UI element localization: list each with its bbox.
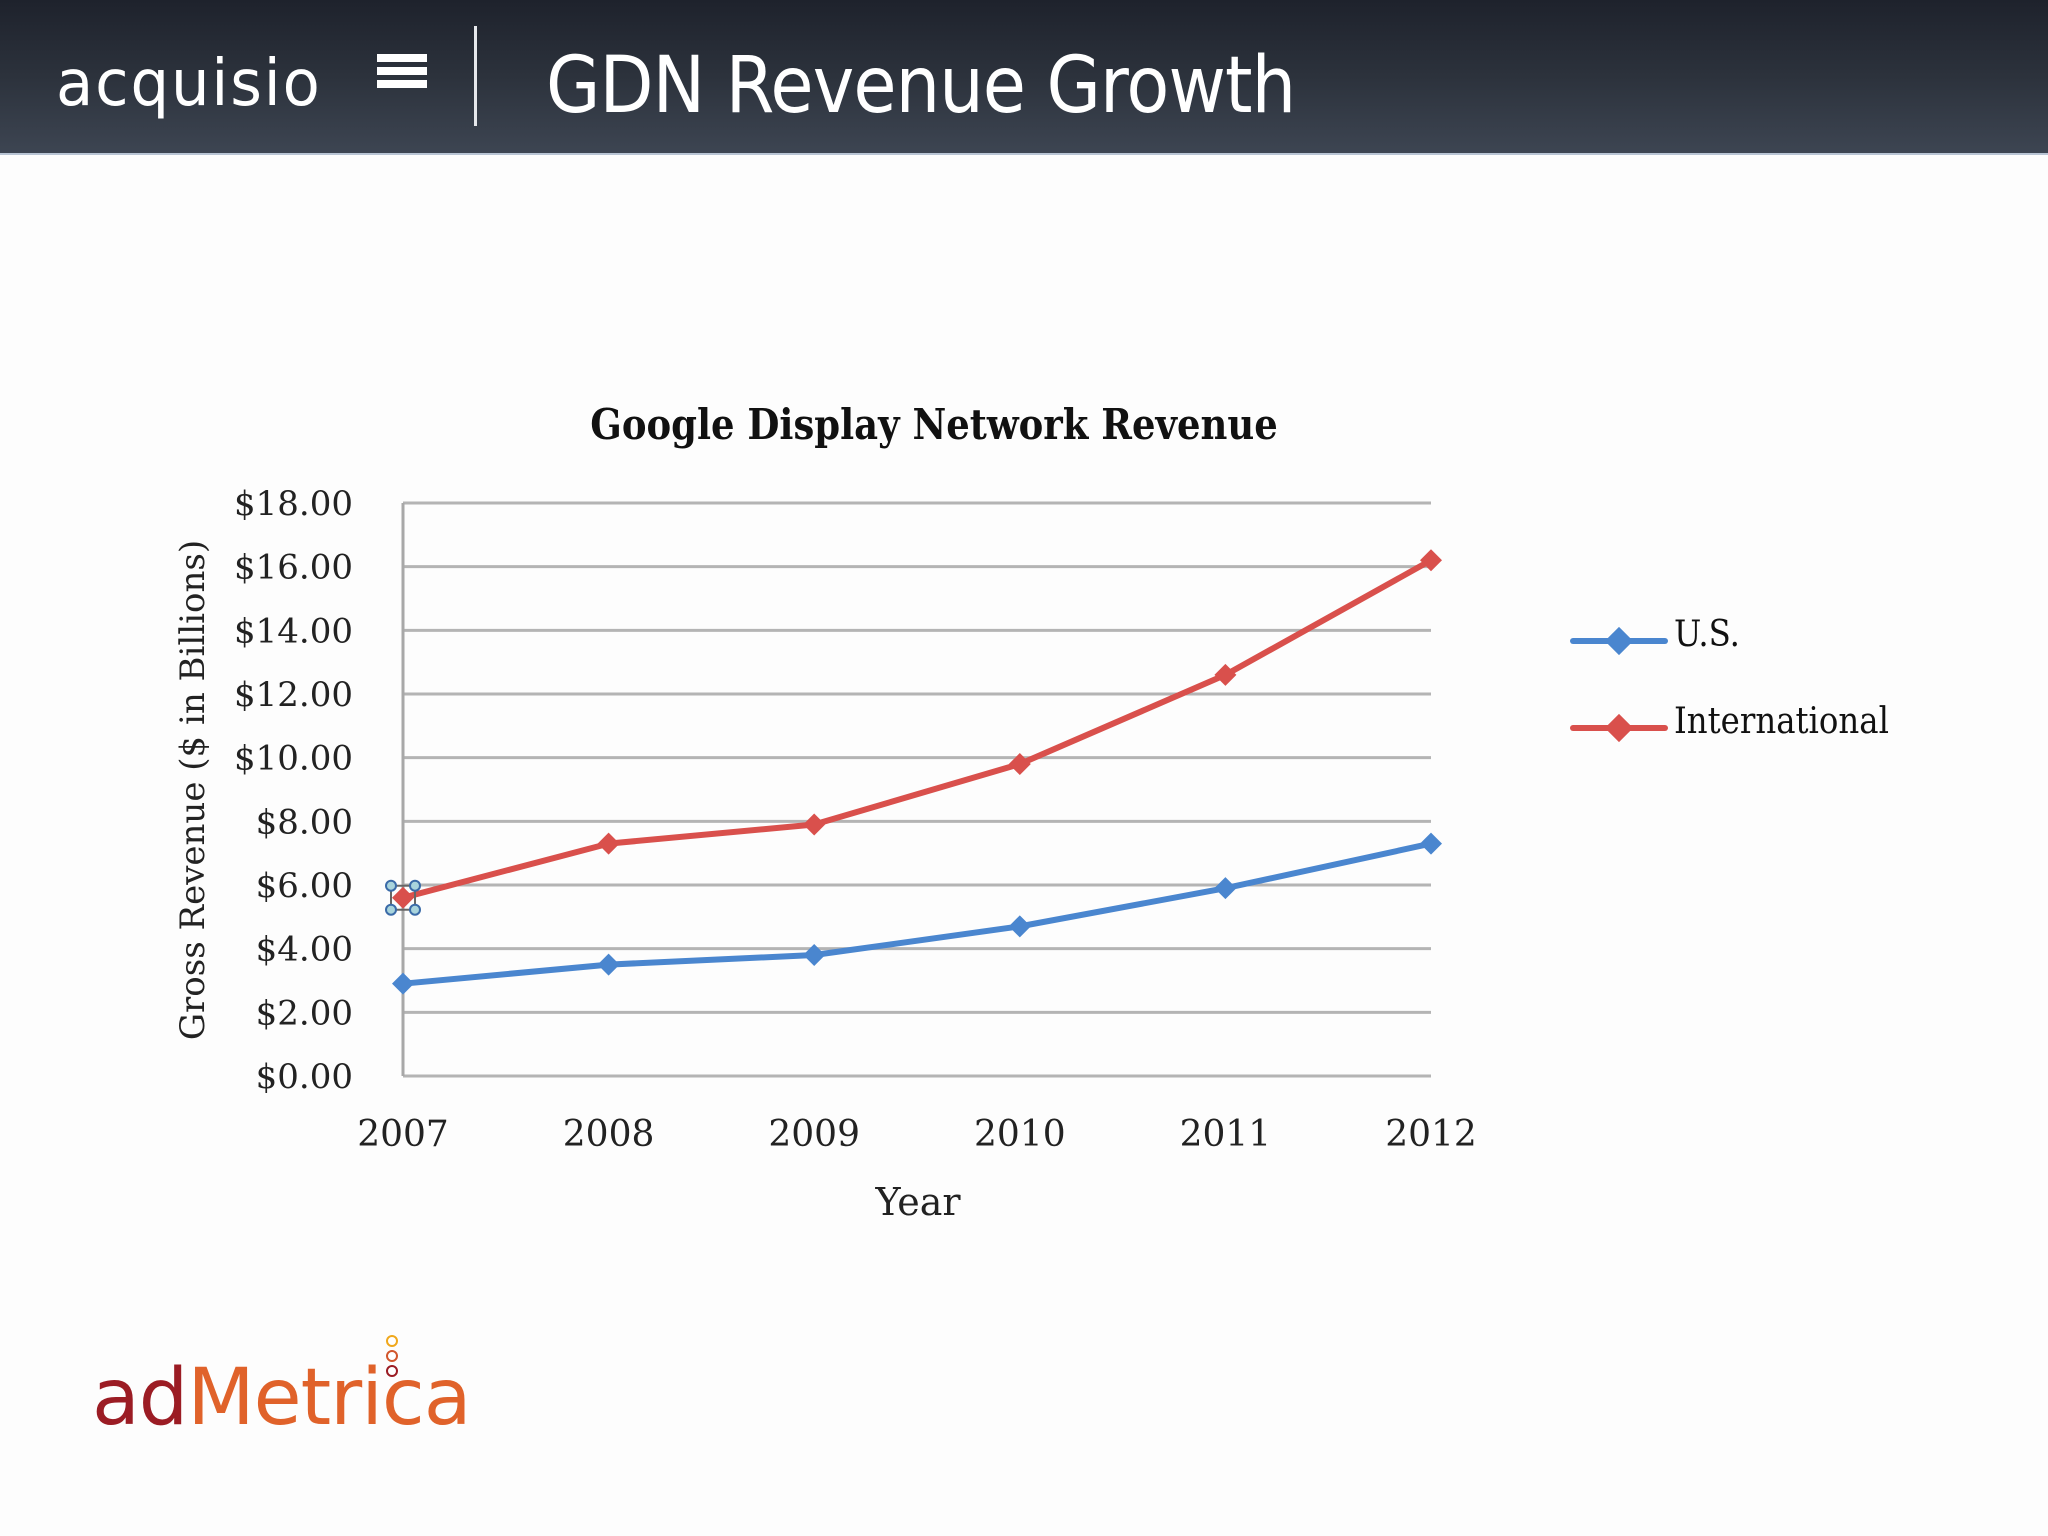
- y-tick-label: $10.00: [234, 739, 353, 779]
- y-axis-label: Gross Revenue ($ in Billions): [173, 540, 213, 1040]
- menu-icon: [377, 54, 427, 88]
- x-tick-label: 2012: [1385, 1114, 1477, 1155]
- y-tick-label: $6.00: [256, 866, 353, 906]
- y-tick-label: $18.00: [234, 484, 353, 524]
- diamond-marker[interactable]: [597, 953, 620, 976]
- chart-title: Google Display Network Revenue: [590, 400, 1278, 449]
- x-tick-label: 2009: [768, 1114, 860, 1155]
- x-axis-label: Year: [874, 1180, 961, 1224]
- gridlines: [401, 501, 1431, 1078]
- diamond-marker[interactable]: [1420, 832, 1442, 855]
- x-tick-label: 2010: [974, 1114, 1066, 1155]
- y-axis-ticks: $0.00 $2.00 $4.00 $6.00 $8.00 $10.00 $12.00 $14…: [234, 484, 353, 1097]
- diamond-marker[interactable]: [1008, 753, 1031, 776]
- resize-handle[interactable]: [409, 903, 421, 916]
- series-line: [402, 840, 1432, 987]
- y-tick-label: $4.00: [256, 930, 353, 970]
- logo-ad: ad: [92, 1353, 188, 1443]
- y-tick-label: $2.00: [256, 993, 353, 1033]
- logo-dot-red-icon: [386, 1365, 398, 1377]
- chart-series: [392, 549, 1442, 995]
- series-line: [402, 557, 1433, 901]
- resize-handle[interactable]: [409, 879, 421, 892]
- x-tick-label: 2007: [357, 1114, 449, 1155]
- diamond-marker[interactable]: [803, 944, 826, 967]
- selection-box[interactable]: [390, 884, 416, 911]
- x-tick-label: 2011: [1180, 1114, 1272, 1155]
- admetrica-logo: adMetrica: [92, 1335, 512, 1445]
- y-tick-label: $0.00: [256, 1057, 353, 1097]
- y-tick-label: $14.00: [234, 611, 353, 651]
- selection-handles[interactable]: [385, 879, 421, 916]
- header-divider: [474, 26, 477, 126]
- us-series-swatch: [1570, 638, 1668, 644]
- resize-handle[interactable]: [385, 879, 397, 892]
- x-tick-label: 2008: [563, 1114, 655, 1155]
- logo-dot-orange-icon: [386, 1350, 398, 1362]
- acquisio-logo: acquisio: [56, 47, 322, 121]
- diamond-marker[interactable]: [803, 813, 826, 836]
- logo-dot-yellow-icon: [386, 1335, 398, 1347]
- diamond-marker[interactable]: [1214, 877, 1237, 900]
- diamond-marker[interactable]: [1008, 915, 1031, 938]
- international-series-swatch: [1570, 725, 1668, 731]
- page-title: GDN Revenue Growth: [546, 41, 1296, 131]
- y-tick-label: $8.00: [256, 802, 353, 842]
- diamond-marker[interactable]: [1420, 549, 1442, 572]
- diamond-marker[interactable]: [597, 832, 620, 855]
- x-axis-ticks: 2007 2008 2009 2010 2011 2012: [357, 1114, 1477, 1155]
- diamond-marker[interactable]: [392, 886, 414, 909]
- y-tick-label: $16.00: [234, 548, 353, 588]
- legend-label-international: International: [1674, 701, 1889, 742]
- y-tick-label: $12.00: [234, 675, 353, 715]
- resize-handle[interactable]: [385, 903, 397, 916]
- diamond-marker[interactable]: [1214, 663, 1237, 686]
- diamond-marker[interactable]: [392, 972, 414, 995]
- legend-label-us: U.S.: [1674, 614, 1740, 655]
- logo-metrica: Metrica: [187, 1353, 471, 1443]
- header-bar: acquisio GDN Revenue Growth: [0, 0, 2048, 155]
